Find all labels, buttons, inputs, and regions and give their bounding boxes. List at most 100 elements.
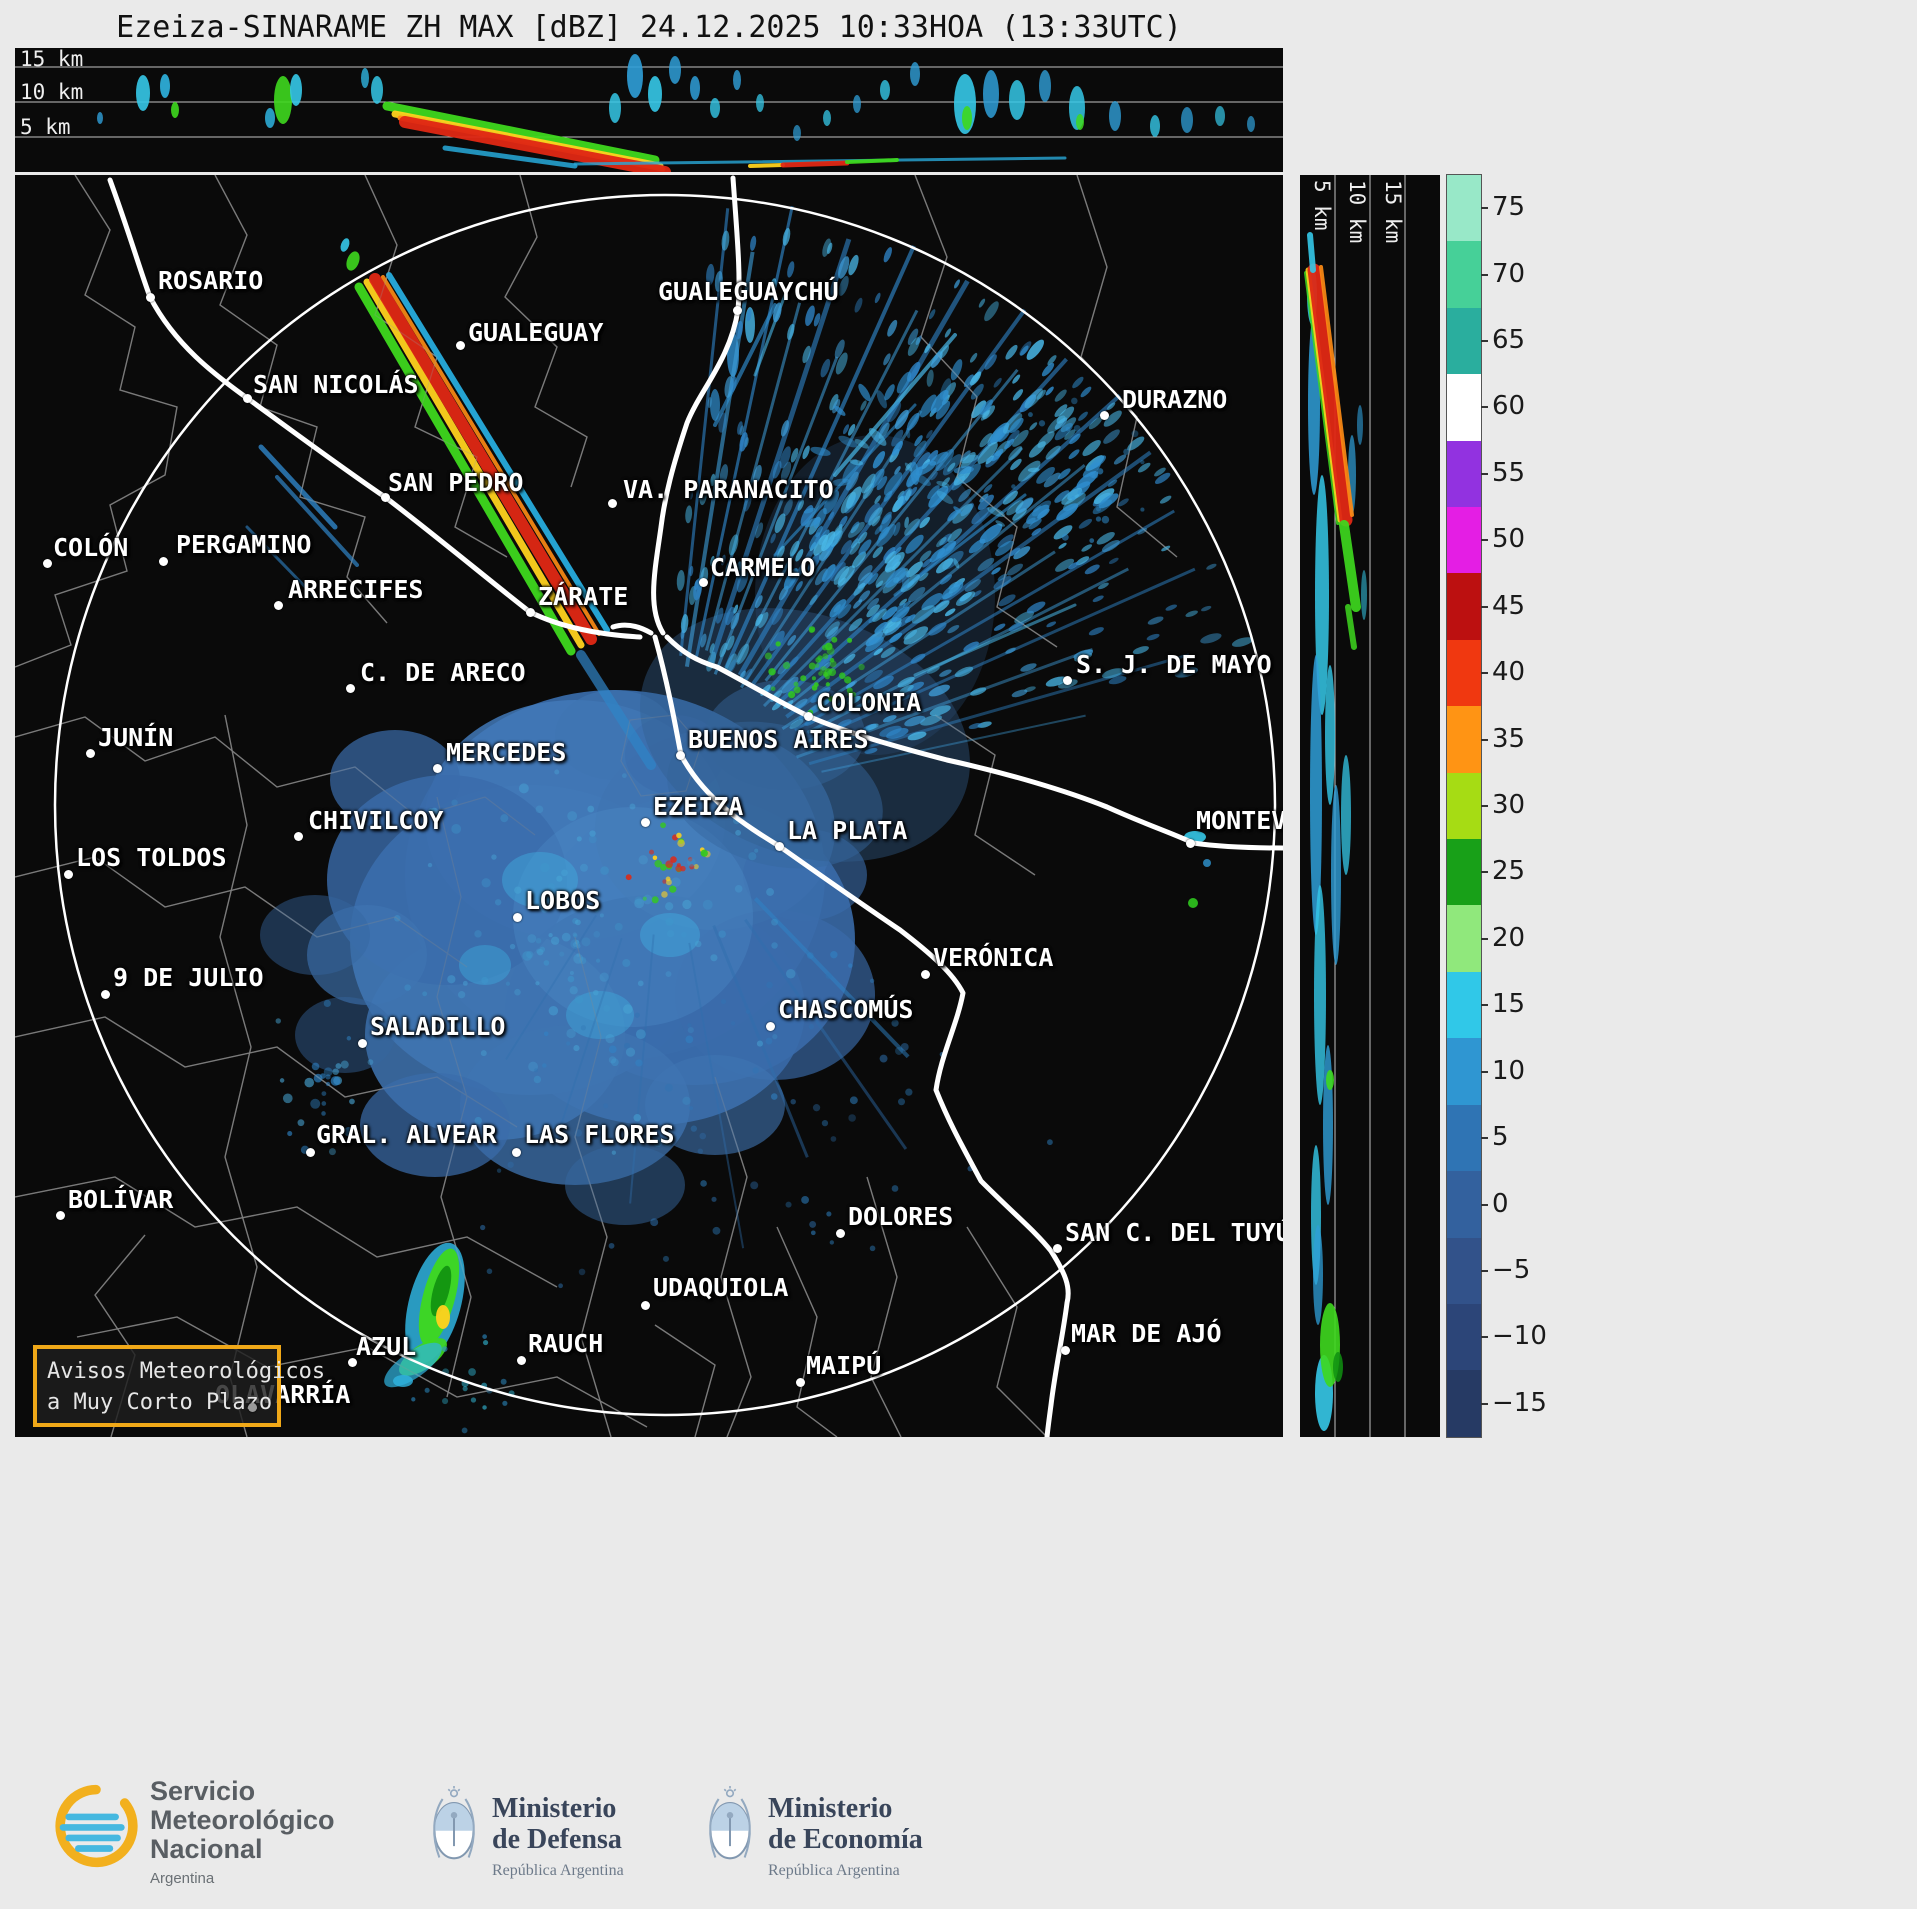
radar-speckle (733, 604, 739, 614)
radar-speckle (782, 228, 791, 246)
radar-speckle (970, 383, 984, 400)
radar-speckle (1206, 563, 1217, 570)
radar-speckle (842, 459, 858, 484)
radar-speckle (919, 394, 937, 418)
radar-speckle (652, 855, 658, 861)
radar-speckle (731, 1021, 736, 1026)
radar-speckle (1101, 539, 1120, 553)
radar-speckle (1012, 389, 1024, 401)
radar-speckle (676, 569, 685, 591)
radar-speckle (621, 773, 627, 779)
radar-echo (171, 102, 179, 118)
radar-speckle (573, 933, 578, 938)
radar-speckle (904, 715, 926, 727)
radar-speckle (970, 687, 987, 696)
radar-speckle (790, 1098, 796, 1105)
radar-echo (1307, 232, 1316, 273)
radar-speckle (929, 705, 951, 716)
top-profile-plot (15, 54, 1283, 172)
radar-speckle (783, 568, 799, 590)
radar-speckle (905, 534, 924, 554)
radar-echo (609, 93, 621, 123)
radar-speckle (566, 1041, 571, 1046)
radar-speckle (474, 930, 482, 938)
radar-speckle (1054, 404, 1068, 417)
colorbar-segment (1447, 307, 1481, 375)
radar-echo (1341, 755, 1351, 875)
radar-speckle (979, 493, 989, 503)
radar-speckle (665, 902, 674, 911)
radar-speckle (768, 668, 776, 676)
radar-speckle (752, 464, 762, 484)
radar-speckle (572, 942, 578, 948)
radar-speckle (893, 496, 904, 513)
smn-logo-icon (55, 1784, 138, 1868)
radar-speckle (787, 323, 795, 340)
county-boundary (934, 714, 1036, 876)
economia-line-1: Ministerio (768, 1793, 893, 1824)
radar-speckle (872, 608, 887, 622)
radar-speckle (977, 494, 994, 511)
radar-speckle (981, 409, 991, 418)
radar-speckle (287, 1130, 293, 1137)
radar-speckle (947, 624, 960, 634)
colorbar-segment (1447, 639, 1481, 707)
radar-speckle (848, 618, 863, 632)
radar-speckle (968, 723, 982, 730)
county-boundary (776, 1226, 838, 1437)
defensa-crest-icon (428, 1785, 480, 1869)
radar-speckle (885, 567, 906, 588)
radar-echo (382, 101, 660, 165)
radar-speckle (697, 1148, 704, 1154)
radar-speckle (764, 652, 772, 660)
radar-speckle (323, 1067, 333, 1077)
radar-speckle (1165, 604, 1178, 611)
radar-echo (1325, 665, 1335, 805)
radar-speckle (954, 279, 960, 289)
colorbar-tick-label: −10 (1492, 1321, 1547, 1352)
radar-speckle (875, 566, 896, 587)
radar-speckle (603, 1103, 609, 1109)
radar-speckle (575, 943, 581, 949)
radar-echo (1307, 263, 1353, 527)
radar-speckle (826, 1211, 832, 1217)
radar-speckle (574, 939, 580, 945)
radar-speckle (830, 562, 846, 582)
radar-speckle (1092, 595, 1104, 603)
radar-speckle (642, 896, 647, 901)
county-boundary (15, 175, 178, 668)
radar-speckle (915, 452, 931, 471)
radar-speckle (802, 445, 810, 460)
radar-speckle (849, 541, 861, 555)
radar-speckle (509, 943, 516, 950)
county-boundary (214, 175, 388, 624)
radar-speckle (1054, 490, 1070, 503)
radar-speckle (928, 485, 949, 508)
radar-echo (913, 603, 1077, 677)
radar-speckle (1096, 531, 1115, 545)
radar-speckle (1161, 545, 1171, 552)
radar-speckle (899, 598, 908, 606)
radar-speckle (653, 1138, 663, 1148)
radar-speckle (321, 1111, 326, 1116)
radar-speckle (868, 428, 887, 446)
economia-line-2: de Economía (768, 1824, 923, 1855)
radar-speckle (905, 427, 911, 439)
radar-speckle (1140, 459, 1145, 465)
radar-speckle (765, 1037, 773, 1045)
radar-echo (1039, 70, 1051, 102)
smn-wordmark: Servicio Meteorológico Nacional Argentin… (150, 1777, 335, 1888)
radar-speckle (853, 582, 866, 596)
county-boundary (219, 714, 258, 1437)
radar-speckle (297, 1119, 305, 1127)
radar-speckle (721, 230, 730, 251)
radar-speckle (275, 1018, 281, 1024)
radar-speckle (977, 442, 998, 464)
radar-speckle (770, 686, 776, 692)
radar-echo (361, 68, 369, 88)
colorbar-tick-label: 55 (1492, 457, 1526, 488)
radar-speckle (785, 1201, 792, 1208)
radar-speckle (1061, 487, 1083, 505)
radar-speckle (574, 1129, 583, 1137)
